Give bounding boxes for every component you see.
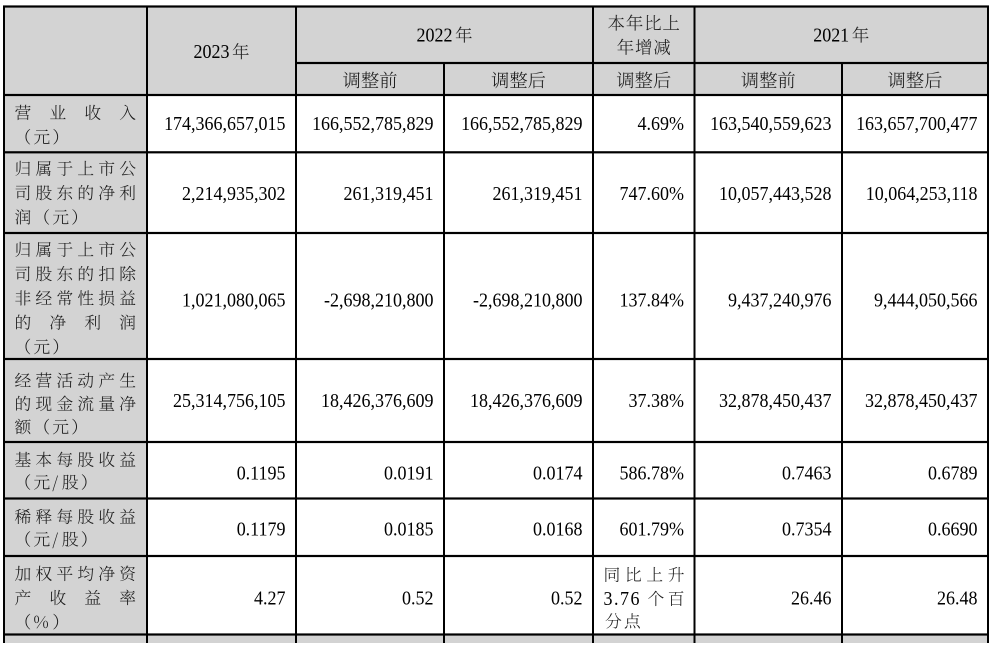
svg-text:4.27: 4.27	[254, 587, 285, 609]
svg-text:0.0174: 0.0174	[533, 463, 583, 485]
svg-text:0.1179: 0.1179	[237, 519, 286, 541]
svg-text:-2,698,210,800: -2,698,210,800	[473, 289, 582, 311]
svg-text:10,064,253,118: 10,064,253,118	[866, 183, 978, 205]
svg-text:261,319,451: 261,319,451	[493, 183, 583, 205]
svg-text:174,366,657,015: 174,366,657,015	[164, 113, 285, 135]
svg-text:10,057,443,528: 10,057,443,528	[719, 183, 831, 205]
svg-text:0.6789: 0.6789	[928, 463, 977, 485]
svg-text:601.79%: 601.79%	[620, 519, 685, 541]
svg-text:18,426,376,609: 18,426,376,609	[321, 390, 433, 412]
svg-text:586.78%: 586.78%	[620, 463, 685, 485]
svg-text:2,214,935,302: 2,214,935,302	[182, 183, 285, 205]
svg-text:166,552,785,829: 166,552,785,829	[461, 113, 582, 135]
svg-text:163,657,700,477: 163,657,700,477	[856, 113, 977, 135]
svg-text:-2,698,210,800: -2,698,210,800	[324, 289, 433, 311]
svg-text:4.69%: 4.69%	[638, 113, 685, 135]
svg-text:32,878,450,437: 32,878,450,437	[719, 390, 831, 412]
svg-text:261,319,451: 261,319,451	[344, 183, 434, 205]
svg-text:0.1195: 0.1195	[237, 463, 286, 485]
svg-text:32,878,450,437: 32,878,450,437	[865, 390, 977, 412]
svg-text:0.6690: 0.6690	[928, 519, 977, 541]
svg-text:2023: 2023	[194, 41, 230, 63]
svg-text:166,552,785,829: 166,552,785,829	[312, 113, 433, 135]
svg-text:1,021,080,065: 1,021,080,065	[182, 289, 285, 311]
svg-text:0.52: 0.52	[551, 587, 582, 609]
svg-text:0.52: 0.52	[402, 587, 433, 609]
svg-text:9,444,050,566: 9,444,050,566	[874, 289, 977, 311]
svg-text:26.48: 26.48	[937, 587, 977, 609]
svg-text:2021: 2021	[813, 25, 849, 47]
svg-text:0.0185: 0.0185	[384, 519, 433, 541]
svg-text:0.7463: 0.7463	[782, 463, 831, 485]
svg-text:163,540,559,623: 163,540,559,623	[710, 113, 831, 135]
svg-text:0.0168: 0.0168	[533, 519, 582, 541]
svg-text:0.0191: 0.0191	[384, 463, 433, 485]
svg-text:2022: 2022	[417, 25, 453, 47]
svg-text:25,314,756,105: 25,314,756,105	[173, 390, 285, 412]
svg-text:26.46: 26.46	[791, 587, 831, 609]
svg-text:37.38%: 37.38%	[629, 390, 685, 412]
svg-text:9,437,240,976: 9,437,240,976	[728, 289, 831, 311]
svg-text:3.76: 3.76	[604, 588, 640, 610]
svg-text:18,426,376,609: 18,426,376,609	[470, 390, 582, 412]
svg-text:0.7354: 0.7354	[782, 519, 832, 541]
svg-text:137.84%: 137.84%	[620, 289, 685, 311]
svg-text:747.60%: 747.60%	[620, 183, 685, 205]
